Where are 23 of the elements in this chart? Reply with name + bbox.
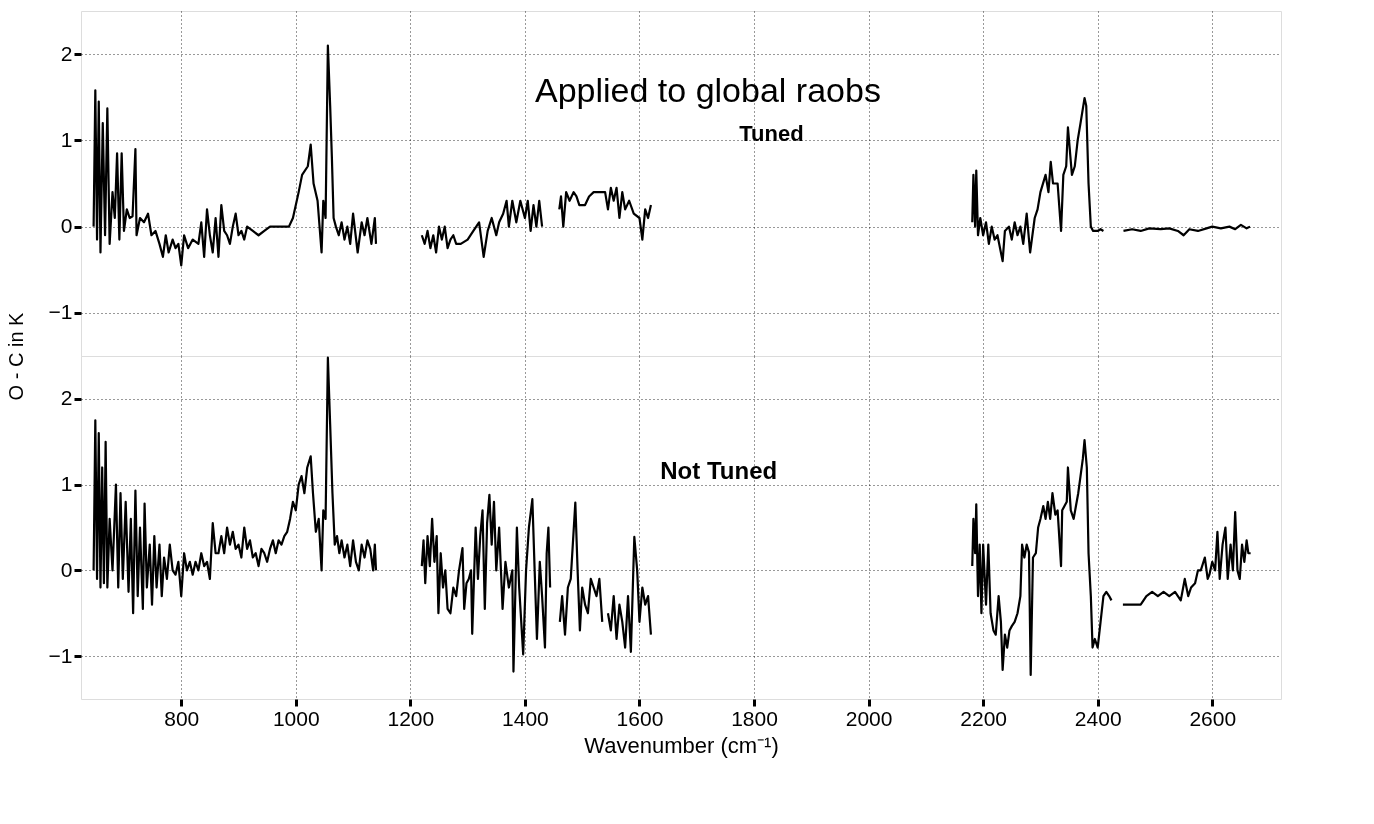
x-tick-label: 1200 [387,706,435,730]
x-tick-label: 2200 [960,706,1008,730]
y-tick-label: 0 [60,214,73,238]
y-tick-label: 2 [60,386,73,410]
x-tick-label: 2600 [1189,706,1237,730]
x-tick-label: 1600 [616,706,664,730]
y-tick-label: 0 [60,557,73,581]
x-tick-label: 2000 [845,706,893,730]
y-tick-label: 2 [60,41,73,65]
annotation: Not Tuned [660,456,778,484]
x-tick-label: 1800 [731,706,778,730]
y-tick-label: −1 [48,300,73,324]
x-tick-label: 1400 [502,706,549,730]
y-tick-label: −1 [48,643,73,667]
annotation: Applied to global raobs [534,71,881,110]
y-axis-title: O - C in K [4,311,27,401]
x-tick-label: 800 [164,706,200,730]
y-tick-label: 1 [60,127,73,151]
x-axis-title: Wavenumber (cm⁻¹) [584,732,779,758]
y-tick-label: 1 [60,472,73,496]
x-tick-label: 1000 [272,706,320,730]
x-tick-label: 2400 [1074,706,1122,730]
annotation: Tuned [739,121,804,147]
